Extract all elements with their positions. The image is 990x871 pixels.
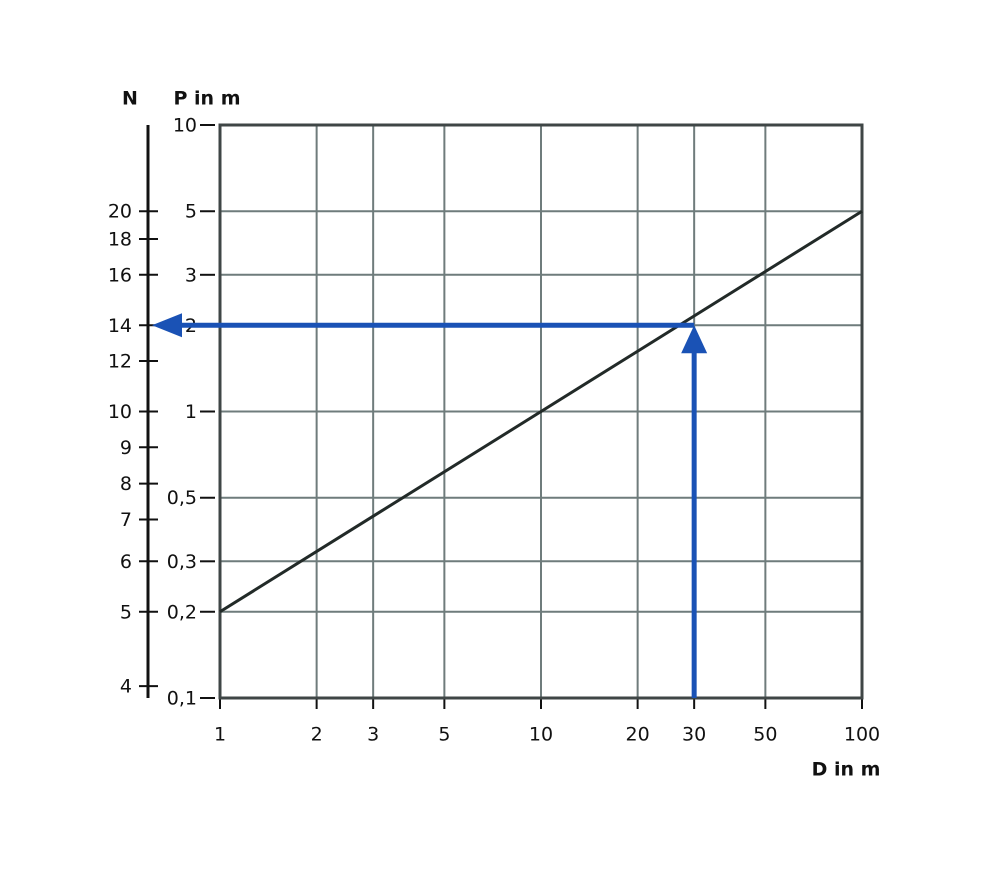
n-tick-label: 12 bbox=[108, 351, 132, 373]
reading-arrowhead bbox=[681, 325, 708, 354]
n-axis-label: N bbox=[122, 88, 138, 110]
x-tick-label: 20 bbox=[626, 724, 650, 746]
y-tick-label: 0,5 bbox=[167, 487, 197, 509]
n-tick-label: 20 bbox=[108, 201, 132, 223]
y-tick-label: 0,3 bbox=[167, 551, 197, 573]
x-tick-label: 10 bbox=[529, 724, 553, 746]
n-tick-label: 8 bbox=[120, 473, 132, 495]
n-tick-label: 6 bbox=[120, 551, 132, 573]
x-tick-label: 5 bbox=[438, 724, 450, 746]
n-tick-label: 16 bbox=[108, 264, 132, 286]
line bbox=[219, 209, 863, 614]
x-tick-label: 30 bbox=[682, 724, 706, 746]
x-tick-label: 3 bbox=[367, 724, 379, 746]
n-tick-label: 10 bbox=[108, 401, 132, 423]
y-tick-label: 1 bbox=[185, 401, 197, 423]
x-axis-label: D in m bbox=[812, 759, 881, 781]
n-tick-label: 14 bbox=[108, 315, 132, 337]
y-tick-label: 10 bbox=[173, 115, 197, 137]
n-tick-label: 5 bbox=[120, 601, 132, 623]
plot-frame bbox=[218, 123, 864, 700]
y-tick-label: 3 bbox=[185, 264, 197, 286]
x-tick-label: 2 bbox=[311, 724, 323, 746]
y-tick-label: 0,2 bbox=[167, 601, 197, 623]
x-tick-label: 100 bbox=[844, 724, 880, 746]
y-tick-label: 5 bbox=[185, 201, 197, 223]
n-tick-label: 7 bbox=[120, 509, 132, 531]
y-tick-label: 0,1 bbox=[167, 688, 197, 710]
x-tick-label: 1 bbox=[214, 724, 226, 746]
n-tick-label: 18 bbox=[108, 229, 132, 251]
n-tick-label: 9 bbox=[120, 437, 132, 459]
y-axis-label: P in m bbox=[174, 88, 241, 110]
n-tick-label: 4 bbox=[120, 676, 132, 698]
reading-arrowhead bbox=[152, 313, 182, 338]
x-tick-label: 50 bbox=[753, 724, 777, 746]
